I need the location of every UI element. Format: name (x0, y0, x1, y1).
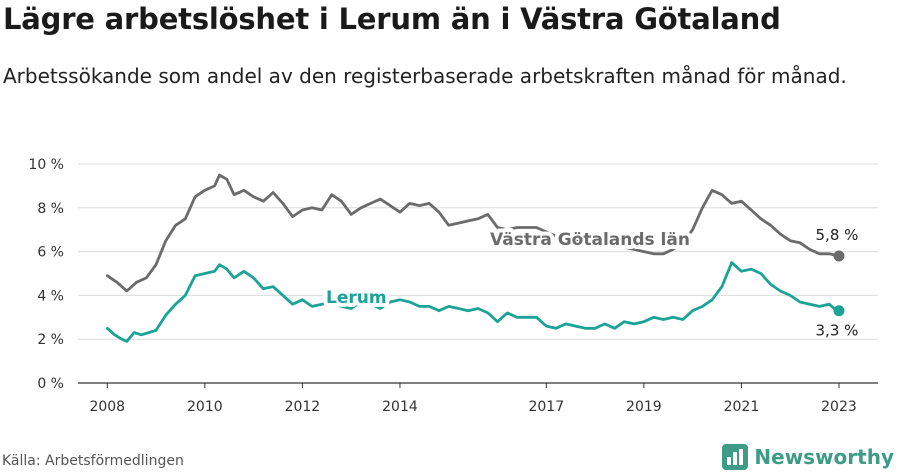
y-tick-label: 4 % (37, 288, 64, 304)
series-label-lerum: Lerum (326, 288, 387, 308)
y-tick-label: 8 % (37, 201, 64, 217)
x-tick-label: 2019 (626, 399, 662, 415)
y-axis-tick-labels: 0 % 2 % 4 % 6 % 8 % 10 % (28, 157, 64, 392)
x-tick-label: 2017 (528, 399, 564, 415)
y-tick-label: 10 % (28, 157, 64, 173)
x-tick-label: 2012 (285, 399, 321, 415)
x-axis: 2008 2010 2012 2014 2017 2019 2021 2023 (78, 382, 878, 415)
series-label-vastra-gotaland-halo: Västra Götalands län (490, 230, 690, 250)
x-tick-label: 2021 (724, 399, 760, 415)
y-tick-label: 2 % (37, 332, 64, 348)
x-tick-label: 2023 (821, 399, 857, 415)
bar-chart-logo-icon (722, 444, 749, 470)
series-end-point (833, 305, 845, 317)
x-tick-label: 2010 (187, 399, 223, 415)
series-lines (105, 173, 845, 343)
x-tick-label: 2008 (89, 399, 125, 415)
brand-name: Newsworthy (754, 445, 894, 469)
series-label-lerum-halo: Lerum (326, 288, 387, 308)
gridlines (78, 163, 878, 340)
brand-logo[interactable]: Newsworthy (722, 443, 894, 471)
vastra-gotaland-line (105, 173, 841, 293)
y-tick-label: 0 % (37, 376, 64, 392)
lerum-line (105, 261, 841, 343)
x-tick-label: 2014 (382, 399, 418, 415)
source-note: Källa: Arbetsförmedlingen (2, 453, 184, 469)
end-value-label-vastra-gotaland: 5,8 % (816, 226, 859, 244)
y-tick-label: 6 % (37, 245, 64, 261)
series-label-vastra-gotaland: Västra Götalands län (490, 230, 690, 250)
series-end-point (833, 250, 845, 262)
chart-title: Lägre arbetslöshet i Lerum än i Västra G… (3, 2, 781, 36)
end-value-label-lerum: 3,3 % (816, 322, 859, 340)
chart-subtitle: Arbetssökande som andel av den registerb… (3, 64, 847, 88)
